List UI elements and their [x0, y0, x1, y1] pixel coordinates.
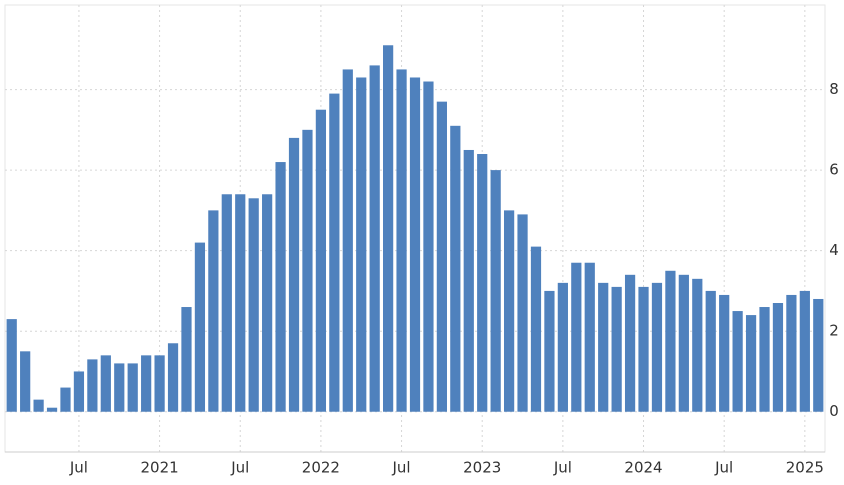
bar [530, 246, 542, 412]
x-tick-label: 2021 [140, 459, 178, 477]
bar [181, 307, 192, 412]
x-tick-label: Jul [69, 459, 88, 477]
bar [705, 290, 716, 412]
bar [262, 194, 273, 412]
bar [651, 282, 663, 412]
bar [114, 363, 125, 412]
bar [329, 93, 340, 412]
bar [813, 298, 824, 412]
bar [544, 290, 555, 412]
bar [167, 343, 179, 412]
bar [141, 355, 152, 412]
x-tick-label: 2025 [786, 459, 824, 477]
bar [356, 77, 367, 412]
bar [127, 363, 138, 412]
bar [665, 270, 676, 412]
x-tick-label: Jul [392, 459, 411, 477]
bar [73, 371, 85, 412]
bar [60, 387, 71, 412]
bar [423, 81, 434, 412]
y-tick-label: 6 [829, 161, 839, 179]
x-tick-label: Jul [230, 459, 249, 477]
bar [719, 294, 730, 412]
bar [477, 154, 488, 412]
bar [315, 109, 327, 412]
bar [342, 69, 353, 412]
y-tick-label: 4 [829, 241, 839, 259]
bar [6, 319, 17, 412]
bar [557, 282, 568, 412]
bar [288, 137, 300, 412]
bar [409, 77, 421, 412]
bar [450, 125, 461, 412]
bar [517, 214, 528, 412]
y-tick-label: 2 [829, 322, 839, 340]
bar [759, 307, 770, 412]
bar [248, 198, 259, 412]
bar [732, 311, 743, 412]
x-tick-label: Jul [714, 459, 733, 477]
x-tick-label: 2023 [463, 459, 501, 477]
bar [369, 65, 380, 412]
bar [584, 262, 595, 412]
bar [463, 149, 474, 412]
bar [571, 262, 582, 412]
bar [611, 286, 622, 412]
bar [221, 194, 232, 412]
y-tick-label: 0 [829, 402, 839, 420]
bar [638, 286, 649, 412]
bar [154, 355, 165, 412]
y-tick-label: 8 [829, 80, 839, 98]
bar [598, 282, 609, 412]
bar [235, 194, 246, 412]
bar [100, 355, 111, 412]
x-tick-label: 2022 [302, 459, 340, 477]
bar [745, 315, 757, 412]
bar [302, 129, 313, 412]
bar [692, 278, 703, 412]
bar [208, 210, 219, 412]
bar [624, 274, 636, 412]
bar [87, 359, 98, 412]
bar [20, 351, 31, 412]
bar [772, 303, 784, 412]
bar [490, 170, 501, 412]
bar [436, 101, 447, 412]
bar [33, 399, 44, 412]
bar [503, 210, 515, 412]
bar [396, 69, 407, 412]
bar [275, 162, 286, 412]
bar [799, 290, 810, 412]
bar [383, 45, 394, 412]
bar [46, 407, 58, 412]
x-tick-label: Jul [553, 459, 572, 477]
x-tick-label: 2024 [624, 459, 662, 477]
bar [678, 274, 689, 412]
bar [194, 242, 206, 412]
bar [786, 294, 797, 412]
